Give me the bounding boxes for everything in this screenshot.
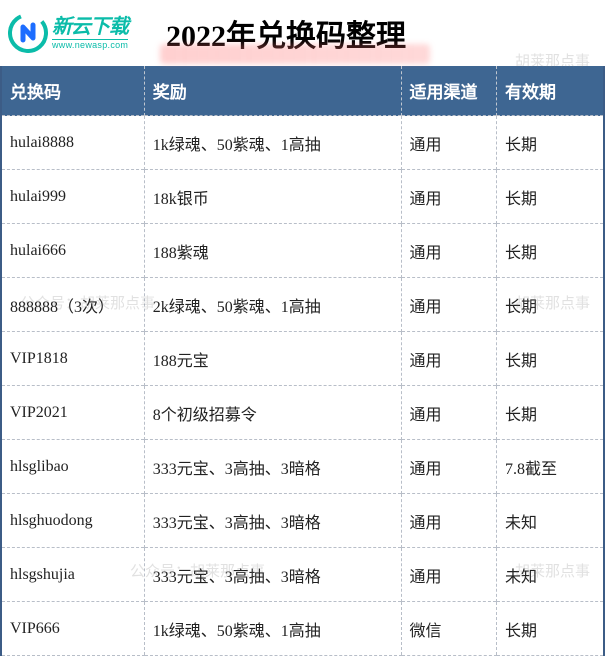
redacted-bar bbox=[160, 44, 430, 64]
site-logo: 新云下载 www.newasp.com bbox=[8, 13, 158, 53]
cell-code: VIP666 bbox=[1, 602, 144, 656]
table-row: VIP20218个初级招募令通用长期 bbox=[1, 386, 604, 440]
cell-reward: 333元宝、3高抽、3暗格 bbox=[144, 440, 401, 494]
cell-validity: 长期 bbox=[497, 116, 604, 170]
cell-channel: 通用 bbox=[401, 170, 497, 224]
cell-reward: 1k绿魂、50紫魂、1高抽 bbox=[144, 602, 401, 656]
cell-validity: 长期 bbox=[497, 278, 604, 332]
table-row: hulai666188紫魂通用长期 bbox=[1, 224, 604, 278]
cell-validity: 长期 bbox=[497, 224, 604, 278]
cell-channel: 通用 bbox=[401, 494, 497, 548]
table-row: VIP1818188元宝通用长期 bbox=[1, 332, 604, 386]
cell-code: VIP2021 bbox=[1, 386, 144, 440]
cell-code: hlsghuodong bbox=[1, 494, 144, 548]
cell-channel: 通用 bbox=[401, 224, 497, 278]
cell-code: hulai999 bbox=[1, 170, 144, 224]
cell-channel: 通用 bbox=[401, 440, 497, 494]
col-header-code: 兑换码 bbox=[1, 66, 144, 116]
col-header-validity: 有效期 bbox=[497, 66, 604, 116]
logo-url-text: www.newasp.com bbox=[52, 39, 128, 50]
cell-validity: 未知 bbox=[497, 548, 604, 602]
cell-code: hulai8888 bbox=[1, 116, 144, 170]
cell-reward: 2k绿魂、50紫魂、1高抽 bbox=[144, 278, 401, 332]
table-row: hulai88881k绿魂、50紫魂、1高抽通用长期 bbox=[1, 116, 604, 170]
table-row: hlsglibao333元宝、3高抽、3暗格通用7.8截至 bbox=[1, 440, 604, 494]
cell-reward: 188紫魂 bbox=[144, 224, 401, 278]
col-header-channel: 适用渠道 bbox=[401, 66, 497, 116]
cell-code: hlsglibao bbox=[1, 440, 144, 494]
cell-reward: 18k银币 bbox=[144, 170, 401, 224]
cell-channel: 通用 bbox=[401, 278, 497, 332]
cell-channel: 通用 bbox=[401, 116, 497, 170]
cell-channel: 通用 bbox=[401, 332, 497, 386]
cell-reward: 188元宝 bbox=[144, 332, 401, 386]
cell-validity: 长期 bbox=[497, 602, 604, 656]
cell-code: 888888（3次） bbox=[1, 278, 144, 332]
cell-validity: 7.8截至 bbox=[497, 440, 604, 494]
cell-code: hulai666 bbox=[1, 224, 144, 278]
cell-reward: 8个初级招募令 bbox=[144, 386, 401, 440]
col-header-reward: 奖励 bbox=[144, 66, 401, 116]
table-row: hulai99918k银币通用长期 bbox=[1, 170, 604, 224]
cell-reward: 1k绿魂、50紫魂、1高抽 bbox=[144, 116, 401, 170]
logo-cn-text: 新云下载 bbox=[52, 17, 128, 37]
cell-validity: 长期 bbox=[497, 332, 604, 386]
cell-channel: 通用 bbox=[401, 548, 497, 602]
cell-code: hlsgshujia bbox=[1, 548, 144, 602]
cell-reward: 333元宝、3高抽、3暗格 bbox=[144, 494, 401, 548]
table-row: hlsgshujia333元宝、3高抽、3暗格通用未知 bbox=[1, 548, 604, 602]
table-row: VIP6661k绿魂、50紫魂、1高抽微信长期 bbox=[1, 602, 604, 656]
logo-icon bbox=[8, 13, 48, 53]
cell-channel: 微信 bbox=[401, 602, 497, 656]
cell-validity: 未知 bbox=[497, 494, 604, 548]
cell-reward: 333元宝、3高抽、3暗格 bbox=[144, 548, 401, 602]
cell-validity: 长期 bbox=[497, 386, 604, 440]
cell-channel: 通用 bbox=[401, 386, 497, 440]
redeem-code-table: 兑换码 奖励 适用渠道 有效期 hulai88881k绿魂、50紫魂、1高抽通用… bbox=[0, 66, 605, 656]
logo-text: 新云下载 www.newasp.com bbox=[52, 17, 128, 50]
table-row: 888888（3次）2k绿魂、50紫魂、1高抽通用长期 bbox=[1, 278, 604, 332]
table-header-row: 兑换码 奖励 适用渠道 有效期 bbox=[1, 66, 604, 116]
cell-validity: 长期 bbox=[497, 170, 604, 224]
cell-code: VIP1818 bbox=[1, 332, 144, 386]
table-row: hlsghuodong333元宝、3高抽、3暗格通用未知 bbox=[1, 494, 604, 548]
